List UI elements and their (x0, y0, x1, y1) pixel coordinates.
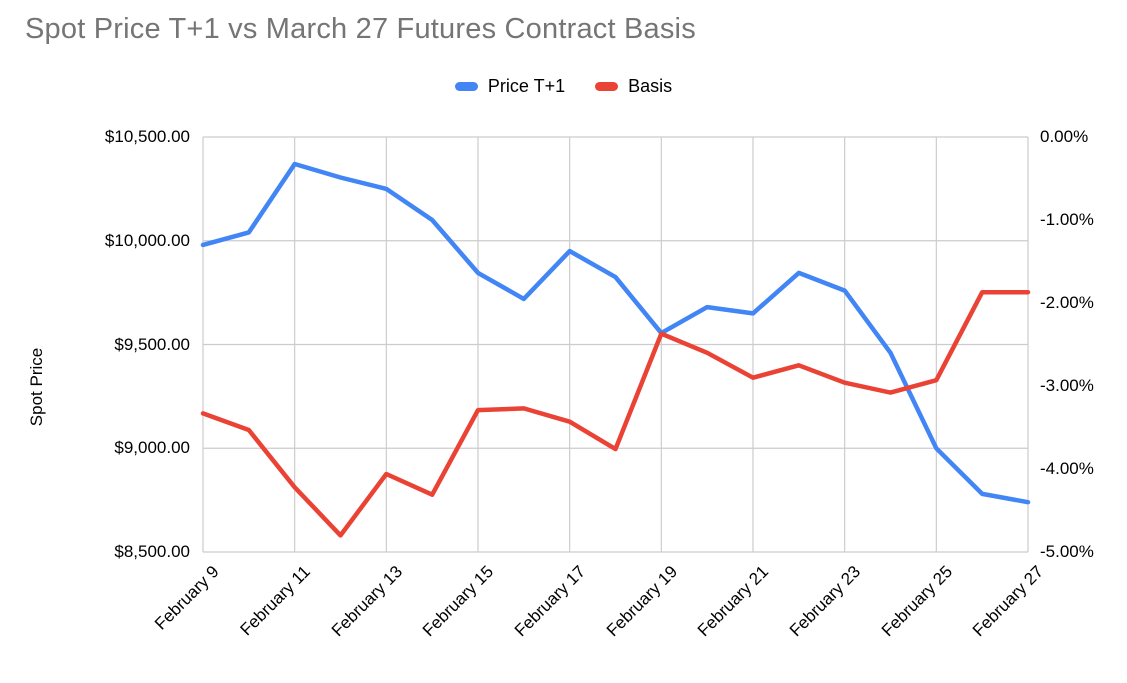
y-right-tick-label: -2.00% (1040, 293, 1094, 312)
y-left-tick-label: $10,500.00 (104, 127, 190, 146)
basis-line (200, 289, 1031, 538)
legend-swatch-basis-icon (595, 82, 619, 91)
y-right-tick-label: -1.00% (1040, 210, 1094, 229)
y-left-tick-label: $8,500.00 (114, 542, 190, 561)
y-left-tick-label: $9,000.00 (114, 438, 190, 458)
legend: Price T+1 Basis (0, 76, 1127, 97)
legend-label-basis: Basis (628, 76, 673, 96)
chart-title: Spot Price T+1 vs March 27 Futures Contr… (25, 13, 696, 45)
legend-swatch-price-t1-icon (454, 82, 478, 91)
legend-item-basis: Basis (595, 76, 672, 97)
y-right-tick-label: -4.00% (1040, 459, 1094, 478)
y-right-tick-label: -5.00% (1040, 542, 1094, 561)
legend-label-price-t1: Price T+1 (487, 76, 566, 96)
y-left-tick-label: $10,000.00 (104, 230, 190, 250)
y-right-tick-label: 0.00% (1040, 127, 1089, 146)
y-right-tick-label: -3.00% (1040, 376, 1094, 395)
price-t1-line (200, 161, 1031, 505)
gridlines (202, 136, 1029, 553)
y-left-tick-label: $9,500.00 (114, 334, 190, 354)
legend-item-price-t1: Price T+1 (454, 76, 566, 97)
